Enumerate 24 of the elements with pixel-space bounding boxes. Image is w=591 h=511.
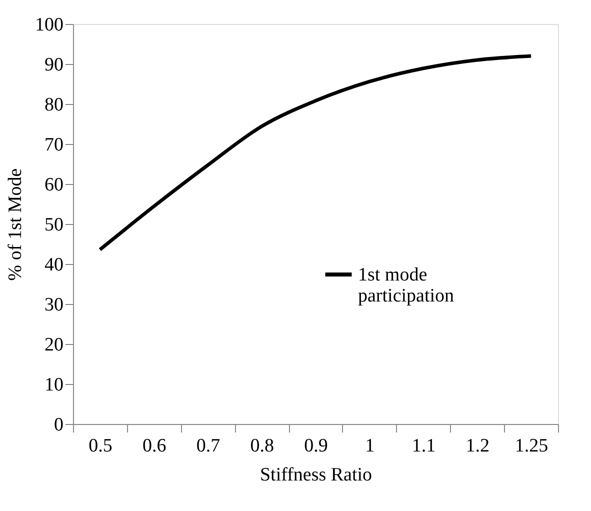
y-tick-label: 80 <box>44 94 64 116</box>
y-tick-label: 30 <box>44 294 64 316</box>
x-tick-label: 1.2 <box>466 436 490 456</box>
y-tick-label: 60 <box>44 174 64 196</box>
legend-label: 1st mode participation <box>358 264 455 306</box>
y-tick-label: 90 <box>44 54 64 76</box>
x-tick-label: 1.1 <box>412 436 436 456</box>
x-tick-label: 1 <box>365 436 375 456</box>
y-tick-label: 0 <box>54 414 64 436</box>
line-series <box>98 54 533 252</box>
y-tick-label: 100 <box>35 14 64 36</box>
y-tick-label: 40 <box>44 254 64 276</box>
y-tick-label: 20 <box>44 334 64 356</box>
x-tick-label: 0.9 <box>304 436 328 456</box>
x-tick-label: 0.5 <box>88 436 112 456</box>
y-tick-label: 10 <box>44 374 64 396</box>
x-tick-label: 0.7 <box>196 436 220 456</box>
x-tick-label: 0.6 <box>142 436 166 456</box>
y-axis-title: % of 1st Mode <box>5 168 26 281</box>
y-tick-label: 50 <box>44 214 64 236</box>
x-tick-label: 0.8 <box>250 436 274 456</box>
x-tick-label: 1.25 <box>514 436 548 456</box>
y-tick-label: 70 <box>44 134 64 156</box>
x-axis-title: Stiffness Ratio <box>260 464 372 486</box>
